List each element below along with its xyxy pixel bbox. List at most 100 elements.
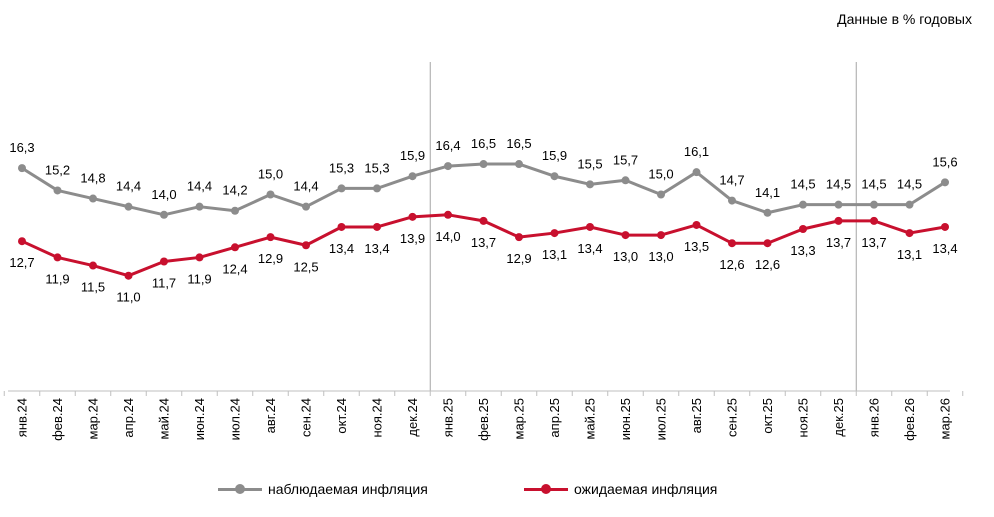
data-label: 13,5 <box>684 239 709 254</box>
data-point <box>905 229 914 238</box>
data-point <box>18 164 26 173</box>
data-label: 14,4 <box>187 179 212 194</box>
data-point <box>763 239 772 248</box>
legend-item-observed: наблюдаемая инфляция <box>218 481 428 497</box>
x-tick-label: фев.25 <box>476 398 491 441</box>
x-tick-label: ноя.24 <box>370 398 385 438</box>
x-tick-label: июн.25 <box>618 398 633 440</box>
data-point <box>550 172 559 181</box>
data-label: 13,1 <box>897 247 922 262</box>
data-label: 15,9 <box>400 148 425 163</box>
data-point <box>479 216 488 225</box>
data-label: 14,0 <box>151 187 176 202</box>
data-point <box>124 271 133 280</box>
data-label: 15,9 <box>542 148 567 163</box>
data-label: 13,3 <box>790 243 815 258</box>
data-label: 14,4 <box>116 179 141 194</box>
data-point <box>515 160 523 169</box>
data-point <box>799 225 807 234</box>
legend-label-expected: ожидаемая инфляция <box>574 481 718 497</box>
data-point <box>408 172 417 181</box>
x-tick-label: фев.24 <box>50 398 65 441</box>
data-label: 13,7 <box>826 235 851 250</box>
legend-swatch-observed <box>218 483 262 495</box>
data-label: 16,5 <box>471 136 496 151</box>
x-tick-label: дек.24 <box>405 398 420 437</box>
data-point <box>515 233 523 242</box>
x-tick-label: окт.24 <box>334 398 349 434</box>
data-point <box>621 231 630 240</box>
x-tick-label: авг.25 <box>689 398 704 433</box>
data-point <box>160 257 168 266</box>
data-label: 13,0 <box>648 249 673 264</box>
data-point <box>89 261 97 270</box>
data-label: 12,7 <box>9 255 34 270</box>
legend-item-expected: ожидаемая инфляция <box>524 481 717 497</box>
data-label: 14,7 <box>719 173 744 188</box>
data-label: 16,5 <box>506 136 531 151</box>
x-tick-label: фев.26 <box>902 398 917 441</box>
data-point <box>479 160 488 169</box>
x-tick-label: авг.24 <box>263 398 278 433</box>
data-point <box>302 202 310 211</box>
data-label: 11,7 <box>152 275 176 290</box>
data-label: 16,1 <box>684 144 709 159</box>
data-point <box>550 229 559 238</box>
x-tick-label: янв.25 <box>441 398 456 437</box>
x-tick-label: сен.24 <box>299 398 314 437</box>
legend-label-observed: наблюдаемая инфляция <box>268 481 428 497</box>
data-label: 13,9 <box>400 231 425 246</box>
data-label: 15,3 <box>364 160 389 175</box>
x-tick-label: сен.25 <box>725 398 740 437</box>
data-point <box>160 210 168 219</box>
data-label: 11,0 <box>116 290 140 305</box>
data-point <box>266 233 275 242</box>
data-point <box>231 206 239 215</box>
data-label: 12,5 <box>293 259 318 274</box>
x-tick-label: июн.24 <box>192 398 207 440</box>
data-point <box>905 200 914 209</box>
data-point <box>408 212 417 221</box>
data-point <box>89 194 97 203</box>
data-label: 13,4 <box>577 241 602 256</box>
data-point <box>834 216 843 225</box>
data-label: 13,7 <box>861 235 886 250</box>
data-label: 14,5 <box>861 177 886 192</box>
data-label: 12,6 <box>755 257 780 272</box>
x-tick-label: окт.25 <box>760 398 775 434</box>
data-label: 16,4 <box>435 138 460 153</box>
data-label: 16,3 <box>9 140 34 155</box>
data-label: 15,6 <box>932 154 957 169</box>
data-point <box>266 190 275 199</box>
data-point <box>18 237 26 246</box>
data-point <box>337 222 346 231</box>
data-point <box>657 190 665 199</box>
data-label: 11,9 <box>187 271 211 286</box>
data-point <box>870 216 878 225</box>
legend-swatch-expected <box>524 483 568 495</box>
data-label: 15,5 <box>577 156 602 171</box>
x-tick-label: ноя.25 <box>796 398 811 438</box>
data-point <box>941 178 949 187</box>
data-label: 14,5 <box>826 177 851 192</box>
data-label: 13,4 <box>932 241 957 256</box>
data-point <box>692 220 701 229</box>
units-note: Данные в % годовых <box>837 11 972 27</box>
data-label: 14,0 <box>435 229 460 244</box>
x-tick-label: янв.26 <box>867 398 882 437</box>
data-point <box>834 200 843 209</box>
x-tick-label: апр.24 <box>121 398 136 438</box>
data-label: 13,4 <box>329 241 354 256</box>
data-point <box>728 239 736 248</box>
x-tick-label: дек.25 <box>831 398 846 437</box>
data-label: 13,1 <box>542 247 567 262</box>
x-tick-label: мар.25 <box>512 398 527 439</box>
data-label: 14,5 <box>897 177 922 192</box>
data-label: 15,7 <box>613 152 638 167</box>
data-point <box>941 222 949 231</box>
data-label: 15,3 <box>329 160 354 175</box>
data-label: 14,2 <box>222 183 247 198</box>
data-label: 14,1 <box>755 185 780 200</box>
data-point <box>195 202 204 211</box>
x-tick-label: мар.24 <box>86 398 101 439</box>
